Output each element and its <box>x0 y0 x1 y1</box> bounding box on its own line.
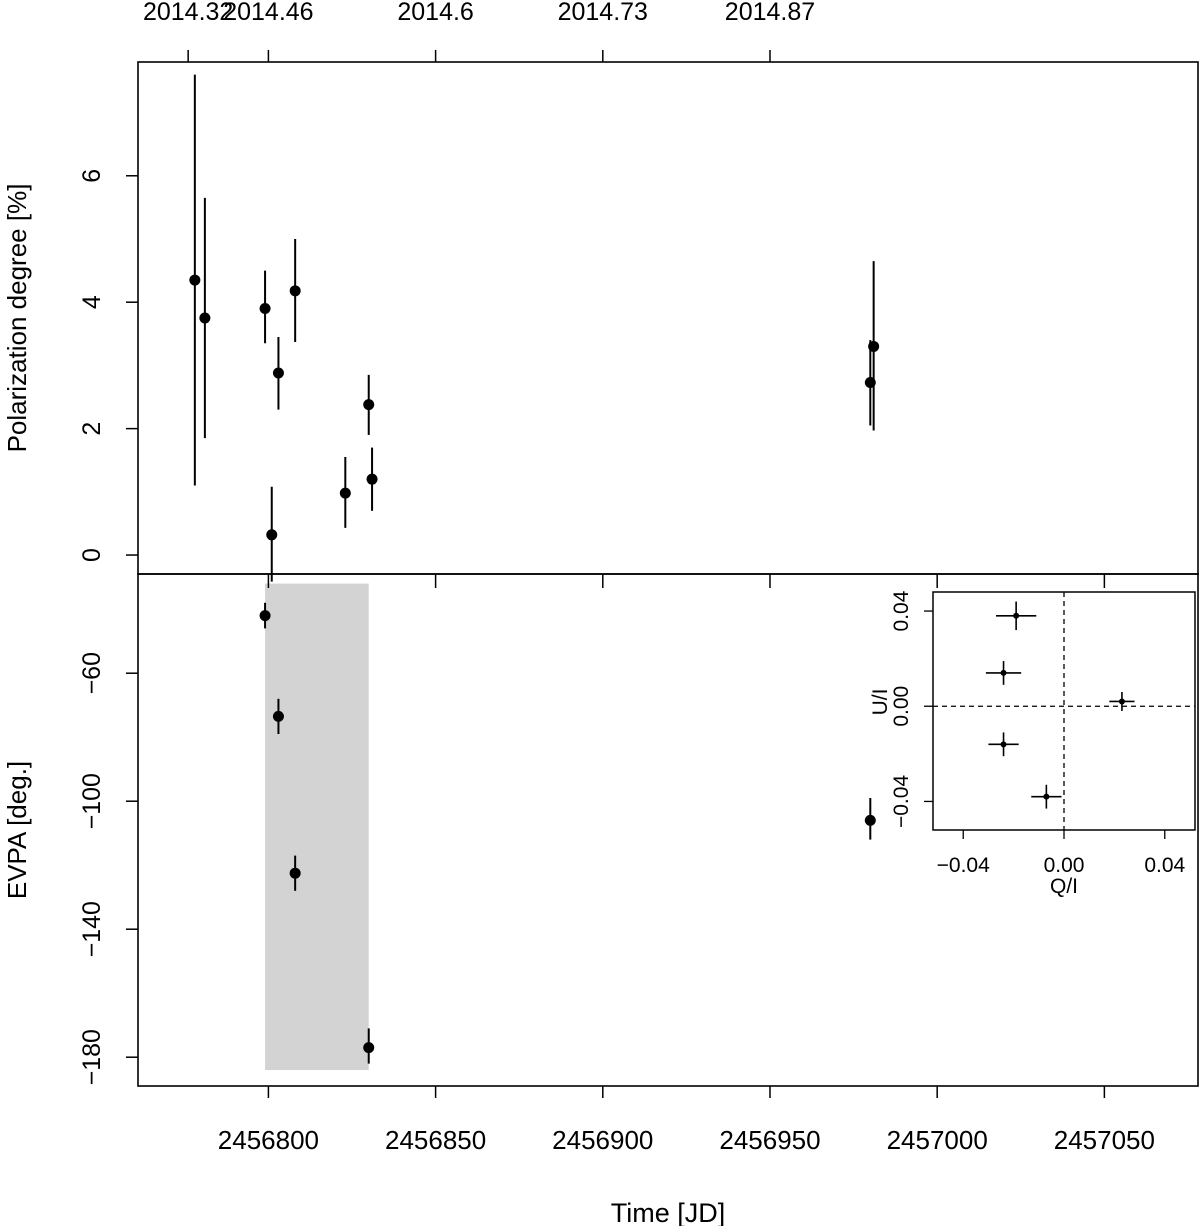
top-y-tick-label: 6 <box>78 169 106 183</box>
data-point <box>266 529 278 541</box>
inset-x-axis-label: Q/I <box>1050 875 1078 898</box>
bottom-y-tick-label: −60 <box>78 652 106 694</box>
inset-x-tick-label: 0.00 <box>1044 854 1085 877</box>
data-point <box>868 340 880 352</box>
top-axis-tick-label: 2014.87 <box>725 0 815 26</box>
top-axis-tick-label: 2014.6 <box>397 0 473 26</box>
inset-y-tick-label: −0.04 <box>890 775 913 828</box>
bottom-y-tick-label: −140 <box>78 901 106 957</box>
data-point <box>289 867 301 879</box>
x-tick-label: 2456950 <box>719 1125 820 1155</box>
bottom-y-tick-label: −180 <box>78 1029 106 1085</box>
top-panel-frame <box>137 61 1199 575</box>
data-point <box>339 487 351 499</box>
x-tick-label: 2457000 <box>887 1125 988 1155</box>
bottom-panel: 2456800 2456850 2456900 2456950 2457000 24570… <box>2 573 1199 1155</box>
data-point <box>366 473 378 485</box>
x-tick-label: 2457050 <box>1054 1125 1155 1155</box>
inset-data-point <box>1000 669 1007 676</box>
inset-y-tick-label: 0.04 <box>890 590 913 631</box>
shaded-region <box>265 583 369 1070</box>
inset-x-tick-label: −0.04 <box>937 854 990 877</box>
top-axis-tick-label: 2014.46 <box>223 0 313 26</box>
bottom-y-tick-label: −100 <box>78 773 106 829</box>
data-point <box>289 285 301 297</box>
inset-y-tick-label: 0.00 <box>890 686 913 727</box>
inset-data-point <box>1118 698 1125 705</box>
top-y-tick-label: 2 <box>78 422 106 436</box>
data-point <box>363 399 375 411</box>
background-layer <box>265 583 369 1070</box>
data-point <box>272 367 284 379</box>
data-point <box>259 303 271 315</box>
x-tick-label: 2456900 <box>552 1125 653 1155</box>
data-point <box>864 814 876 826</box>
data-point <box>259 610 271 622</box>
top-axis-tick-label: 2014.73 <box>558 0 648 26</box>
bottom-panel-frame <box>137 573 1199 1087</box>
top-axis-tick-label: 2014.32 <box>143 0 233 26</box>
inset-data-point <box>1000 741 1007 748</box>
x-tick-label: 2456800 <box>218 1125 319 1155</box>
inset-x-tick-label: 0.04 <box>1144 854 1185 877</box>
data-point <box>272 710 284 722</box>
inset-y-axis-label: U/I <box>869 689 892 716</box>
top-y-axis-label: Polarization degree [%] <box>2 184 32 453</box>
inset-panel: −0.04 0.00 0.04 Q/I 0.04 0.00 −0.04 U/I <box>869 590 1196 898</box>
inset-data-point <box>1013 612 1020 619</box>
top-y-tick-label: 0 <box>78 548 106 562</box>
x-axis-label: Time [JD] <box>611 1198 726 1226</box>
inset-data-point <box>1043 793 1050 800</box>
data-point <box>189 274 201 286</box>
top-y-tick-label: 4 <box>78 295 106 309</box>
data-point <box>363 1042 375 1054</box>
x-tick-label: 2456850 <box>385 1125 486 1155</box>
bottom-y-axis-label: EVPA [deg.] <box>2 761 32 899</box>
data-point <box>199 312 211 324</box>
